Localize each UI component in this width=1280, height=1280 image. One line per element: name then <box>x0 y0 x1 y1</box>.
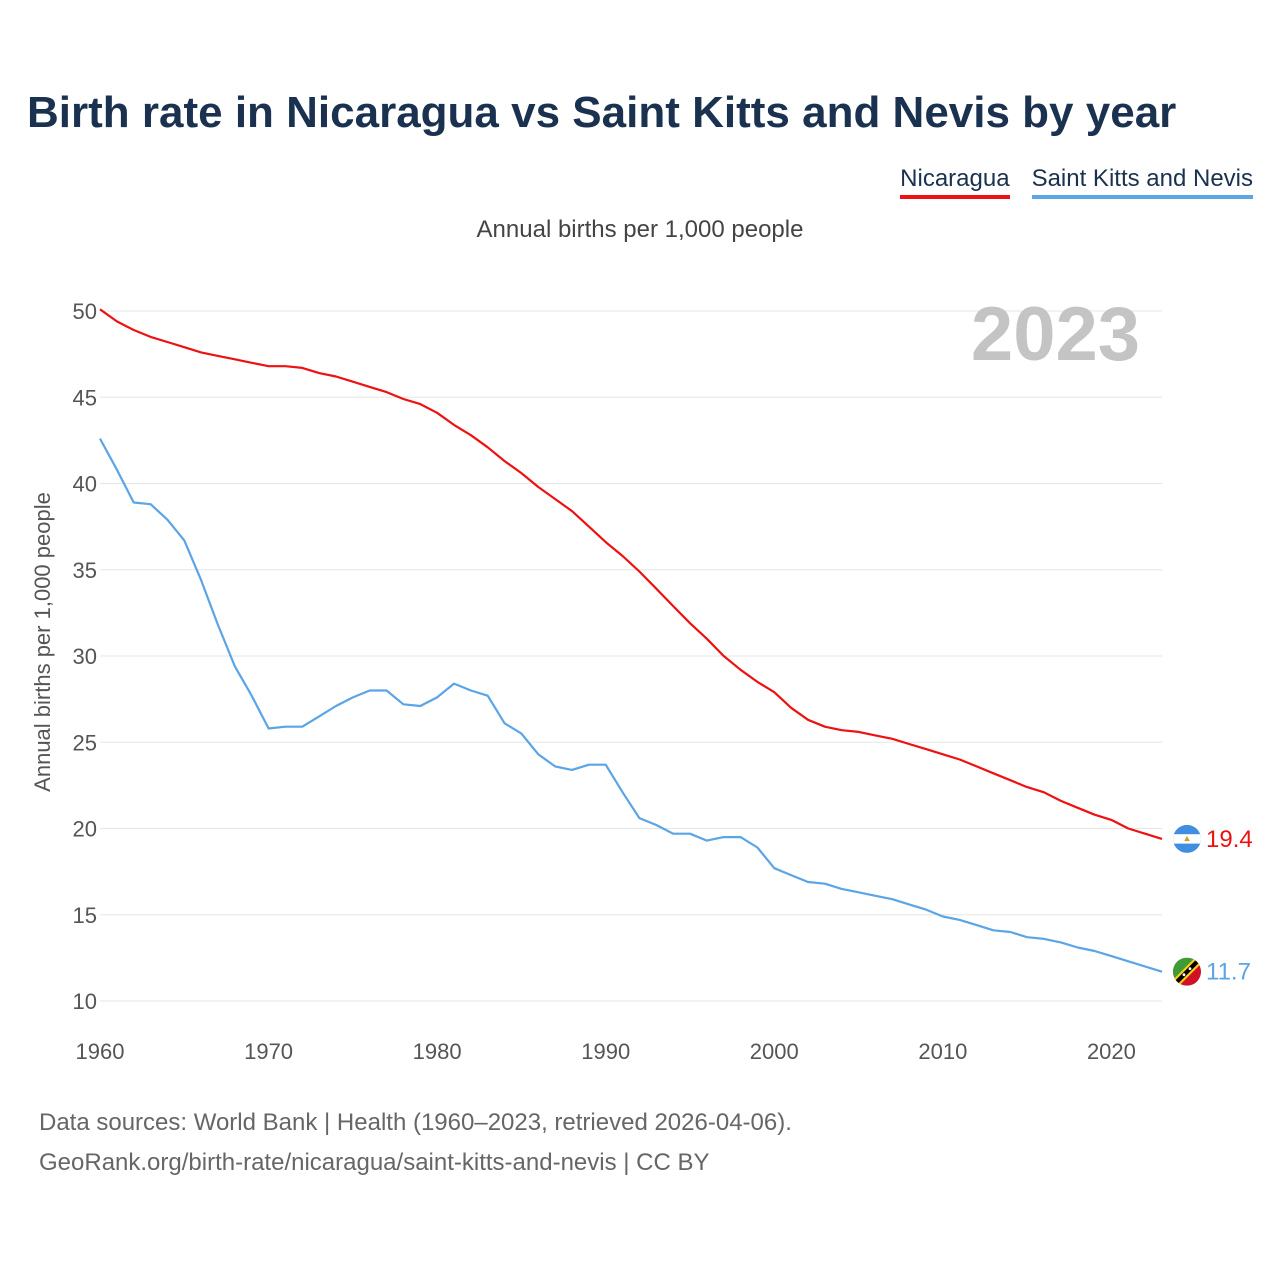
y-tick-label: 15 <box>73 903 97 928</box>
legend-item-saint-kitts-and-nevis[interactable]: Saint Kitts and Nevis <box>1031 165 1253 199</box>
chart-subtitle: Annual births per 1,000 people <box>476 216 804 243</box>
x-tick-label: 1980 <box>413 1039 462 1064</box>
grid-lines <box>100 310 1162 1002</box>
x-tick-label: 1990 <box>581 1039 630 1064</box>
footer: Data sources: World Bank | Health (1960–… <box>39 1103 792 1183</box>
footer-url: GeoRank.org/birth-rate/nicaragua/saint-k… <box>39 1149 710 1176</box>
y-tick-label: 20 <box>73 817 97 842</box>
y-tick-label: 45 <box>73 385 97 410</box>
nicaragua-flag-icon <box>1173 824 1201 853</box>
y-tick-label: 35 <box>73 558 97 583</box>
y-axis-label: Annual births per 1,000 people <box>30 492 55 792</box>
y-tick-label: 50 <box>73 299 97 324</box>
series-line-nicaragua[interactable] <box>99 308 1163 840</box>
x-tick-label: 1970 <box>244 1039 293 1064</box>
saint-kitts-and-nevis-flag-icon <box>1173 957 1201 986</box>
footer-sources: Data sources: World Bank | Health (1960–… <box>39 1109 792 1136</box>
end-label-saint-kitts-and-nevis: 11.7 <box>1206 959 1251 986</box>
x-tick-label: 2010 <box>918 1039 967 1064</box>
x-tick-label: 1960 <box>76 1039 125 1064</box>
series-lines <box>99 308 1163 973</box>
end-label-nicaragua: 19.4 <box>1206 826 1253 853</box>
y-tick-label: 25 <box>73 730 97 755</box>
series-line-saint-kitts-and-nevis[interactable] <box>99 438 1163 973</box>
legend: Nicaragua Saint Kitts and Nevis <box>900 165 1253 199</box>
y-tick-label: 40 <box>73 472 97 497</box>
line-chart: 10 15 20 25 30 35 40 45 50 1960 1970 1980 1990 2000 2… <box>30 292 1253 1064</box>
y-tick-label: 30 <box>73 644 97 669</box>
x-tick-label: 2000 <box>750 1039 799 1064</box>
y-tick-label: 10 <box>73 989 97 1014</box>
year-watermark: 2023 <box>971 292 1140 377</box>
legend-item-nicaragua[interactable]: Nicaragua <box>900 165 1010 199</box>
chart-title: Birth rate in Nicaragua vs Saint Kitts a… <box>27 88 1177 137</box>
x-tick-label: 2020 <box>1087 1039 1136 1064</box>
y-axis-ticks: 10 15 20 25 30 35 40 45 50 <box>73 299 97 1014</box>
x-axis-ticks: 1960 1970 1980 1990 2000 2010 2020 <box>76 1039 1136 1064</box>
